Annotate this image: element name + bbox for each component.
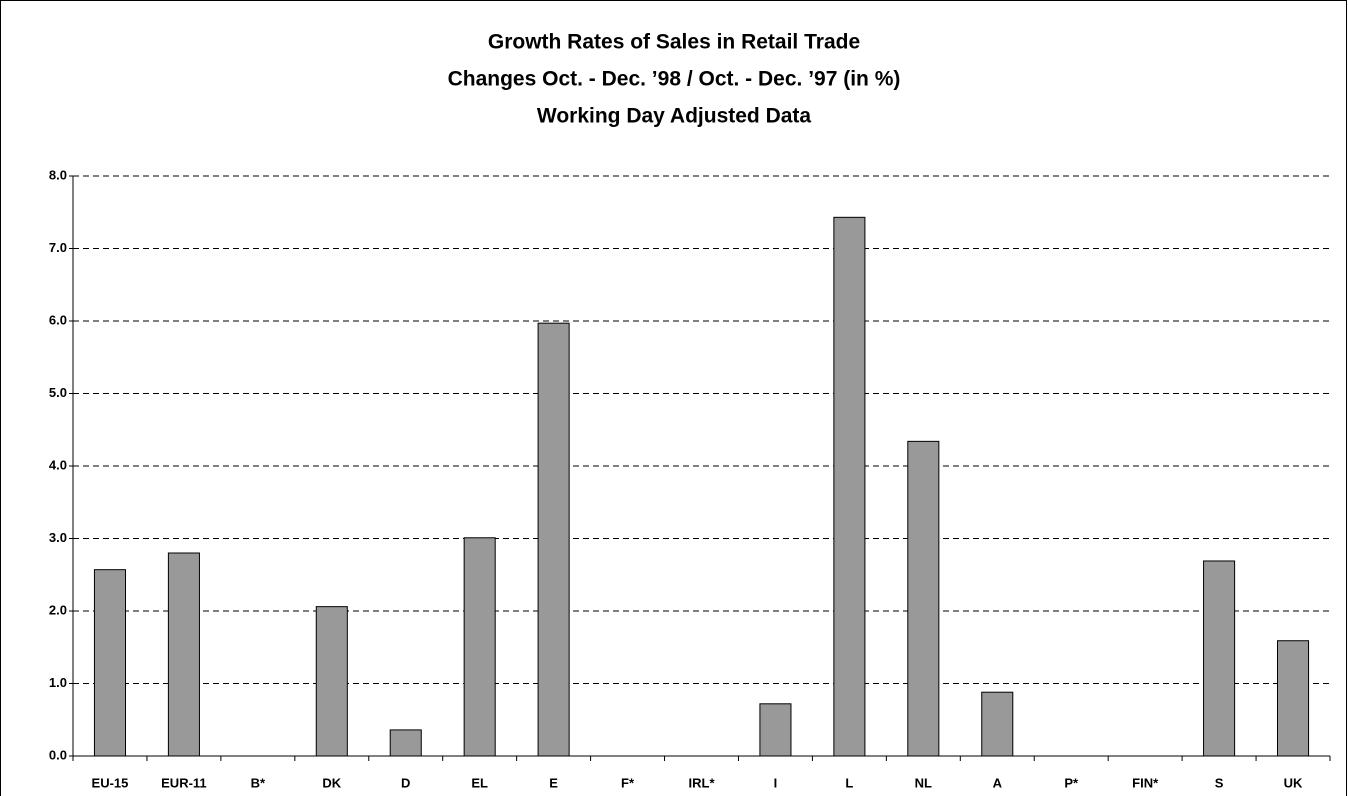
x-tick-label: P* bbox=[1064, 775, 1079, 790]
chart-title: Growth Rates of Sales in Retail Trade bbox=[488, 31, 860, 54]
bar bbox=[315, 606, 348, 757]
y-tick-label: 6.0 bbox=[49, 312, 67, 327]
bar bbox=[981, 691, 1014, 757]
y-tick-label: 7.0 bbox=[49, 240, 67, 255]
x-tick-label: DK bbox=[322, 775, 341, 790]
y-tick-label: 2.0 bbox=[49, 602, 67, 617]
x-tick-label: IRL* bbox=[689, 775, 716, 790]
x-tick-label: EUR-11 bbox=[161, 775, 207, 790]
bar bbox=[93, 569, 126, 757]
x-tick-label: EL bbox=[471, 775, 488, 790]
chart-subtitle: Changes Oct. - Dec. ’98 / Oct. - Dec. ’9… bbox=[448, 68, 901, 91]
bar bbox=[759, 703, 792, 757]
y-tick-label: 8.0 bbox=[49, 167, 67, 182]
x-tick-label: NL bbox=[915, 775, 932, 790]
bar bbox=[389, 729, 422, 757]
x-tick-label: B* bbox=[251, 775, 266, 790]
bar bbox=[1277, 640, 1310, 757]
x-tick-label: FIN* bbox=[1132, 775, 1159, 790]
x-tick-label: I bbox=[774, 775, 778, 790]
x-tick-label: S bbox=[1215, 775, 1224, 790]
x-tick-label: F* bbox=[621, 775, 635, 790]
x-tick-label: EU-15 bbox=[92, 775, 129, 790]
x-tick-label: UK bbox=[1284, 775, 1303, 790]
y-tick-label: 0.0 bbox=[49, 747, 67, 762]
x-tick-label: L bbox=[845, 775, 853, 790]
y-tick-label: 4.0 bbox=[49, 457, 67, 472]
bar bbox=[167, 552, 200, 757]
y-tick-label: 1.0 bbox=[49, 675, 67, 690]
bar bbox=[463, 537, 496, 757]
bar bbox=[907, 440, 940, 757]
y-tick-label: 3.0 bbox=[49, 530, 67, 545]
chart-subtitle: Working Day Adjusted Data bbox=[537, 105, 812, 128]
bar bbox=[537, 322, 570, 757]
x-tick-label: D bbox=[401, 775, 410, 790]
bar bbox=[833, 216, 866, 757]
x-tick-label: E bbox=[549, 775, 558, 790]
bar bbox=[1203, 560, 1236, 757]
y-tick-label: 5.0 bbox=[49, 385, 67, 400]
x-tick-label: A bbox=[993, 775, 1003, 790]
